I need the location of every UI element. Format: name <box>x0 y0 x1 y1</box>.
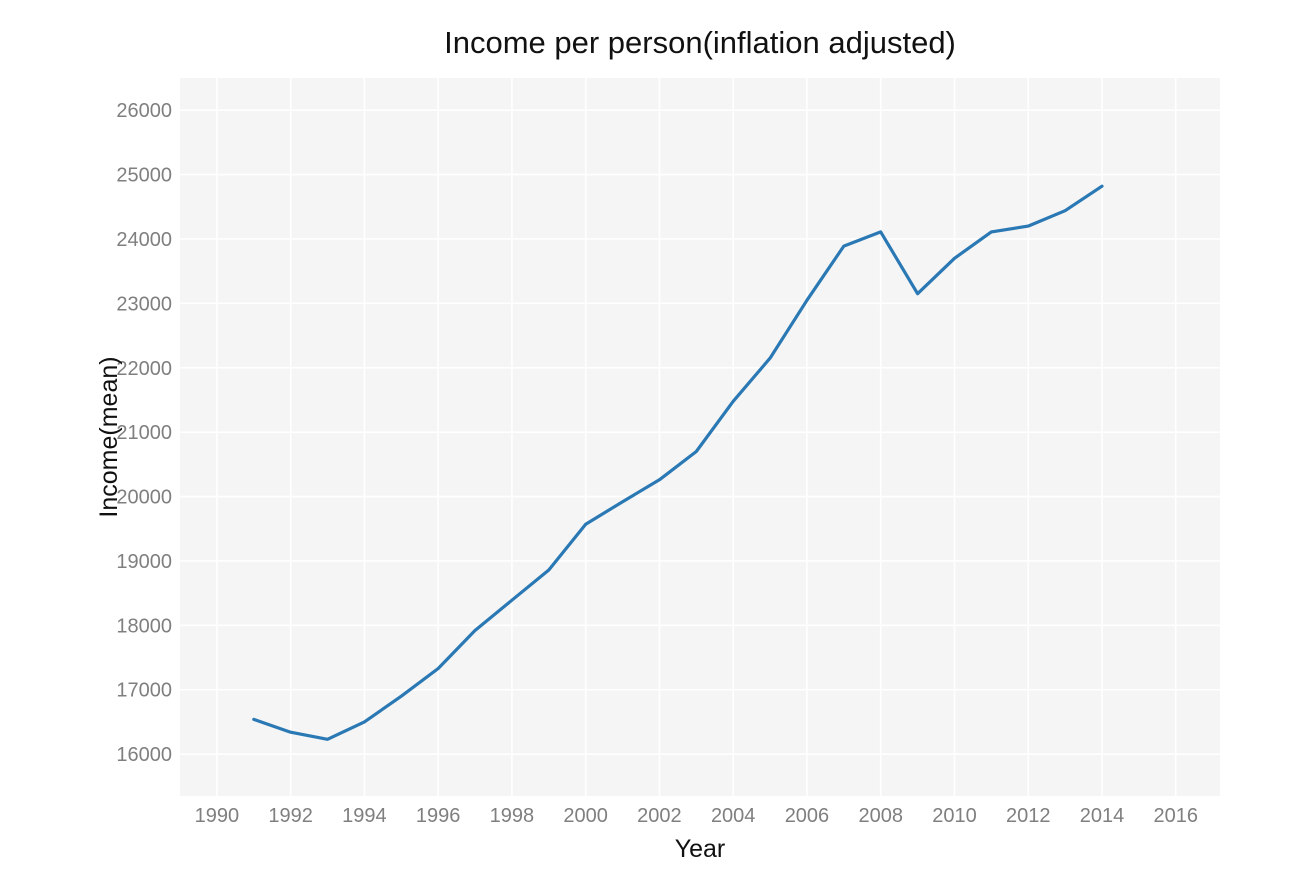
chart-title: Income per person(inflation adjusted) <box>444 25 956 60</box>
y-tick-label: 21000 <box>116 422 172 444</box>
series-line <box>252 184 1104 741</box>
y-tick-labels: 16000 17000 18000 19000 20000 21000 22000 23000… <box>116 100 172 766</box>
y-tick-label: 23000 <box>116 293 172 315</box>
y-gridlines <box>180 109 1220 755</box>
series-layer <box>252 184 1104 741</box>
x-tick-label: 1996 <box>416 805 461 827</box>
x-tick-label: 2014 <box>1080 805 1125 827</box>
x-tick-label: 1994 <box>342 805 387 827</box>
x-tick-label: 2004 <box>711 805 756 827</box>
x-tick-label: 2000 <box>563 805 608 827</box>
y-tick-label: 26000 <box>116 100 172 122</box>
y-tick-label: 20000 <box>116 487 172 509</box>
y-tick-label: 18000 <box>116 615 172 637</box>
y-tick-label: 25000 <box>116 165 172 187</box>
plot-panel <box>180 78 1220 796</box>
x-gridlines <box>216 78 1177 796</box>
x-tick-label: 2012 <box>1006 805 1051 827</box>
x-tick-label: 2016 <box>1153 805 1198 827</box>
x-tick-label: 2010 <box>932 805 977 827</box>
y-tick-label: 24000 <box>116 229 172 251</box>
y-axis-label: Income(mean) <box>95 356 123 517</box>
y-tick-label: 17000 <box>116 680 172 702</box>
x-tick-labels: 1990 1992 1994 1996 1998 2000 2002 2004 2006 2008… <box>195 805 1198 827</box>
x-tick-label: 2002 <box>637 805 682 827</box>
y-tick-label: 22000 <box>116 358 172 380</box>
x-tick-label: 1992 <box>268 805 313 827</box>
x-axis-label: Year <box>675 835 726 863</box>
y-tick-label: 16000 <box>116 744 172 766</box>
x-tick-label: 1990 <box>195 805 240 827</box>
x-tick-label: 1998 <box>490 805 535 827</box>
x-tick-label: 2008 <box>858 805 903 827</box>
y-tick-label: 19000 <box>116 551 172 573</box>
x-tick-label: 2006 <box>785 805 830 827</box>
